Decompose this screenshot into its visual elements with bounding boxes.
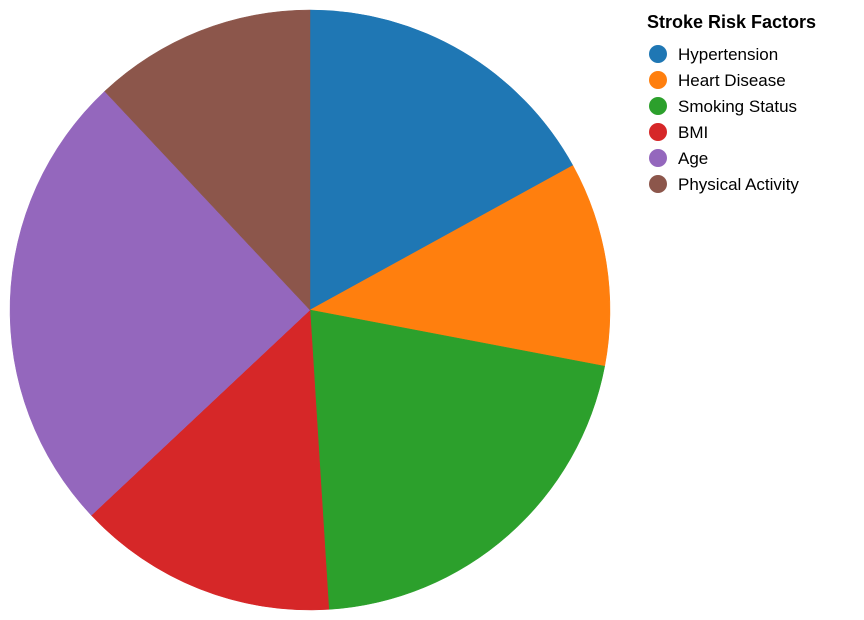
pie-slices [9,9,611,611]
pie-slice-heart-disease [309,165,611,367]
legend-item-hypertension: Hypertension [649,45,778,64]
legend-items: Hypertension Heart Disease Smoking Status B… [649,45,799,194]
legend-item-physical-activity: Physical Activity [649,175,799,194]
legend-label-smoking-status: Smoking Status [678,97,797,116]
legend-item-age: Age [649,149,708,168]
pie-slice-bmi [90,309,330,611]
legend-item-smoking-status: Smoking Status [649,97,797,116]
legend-item-heart-disease: Heart Disease [649,71,786,90]
pie-slice-age [9,90,311,516]
legend-swatch-hypertension [649,45,667,63]
legend-item-bmi: BMI [649,123,708,142]
legend-label-physical-activity: Physical Activity [678,175,799,194]
legend: Stroke Risk Factors Hypertension Heart Di… [647,12,816,194]
legend-swatch-physical-activity [649,175,667,193]
legend-label-hypertension: Hypertension [678,45,778,64]
legend-label-heart-disease: Heart Disease [678,71,786,90]
legend-swatch-age [649,149,667,167]
legend-title: Stroke Risk Factors [647,12,816,32]
pie-slice-hypertension [309,9,574,311]
legend-label-bmi: BMI [678,123,708,142]
pie-slice-smoking-status [309,309,605,610]
legend-swatch-smoking-status [649,97,667,115]
legend-swatch-bmi [649,123,667,141]
legend-swatch-heart-disease [649,71,667,89]
pie-slice-physical-activity [104,9,311,311]
legend-label-age: Age [678,149,708,168]
